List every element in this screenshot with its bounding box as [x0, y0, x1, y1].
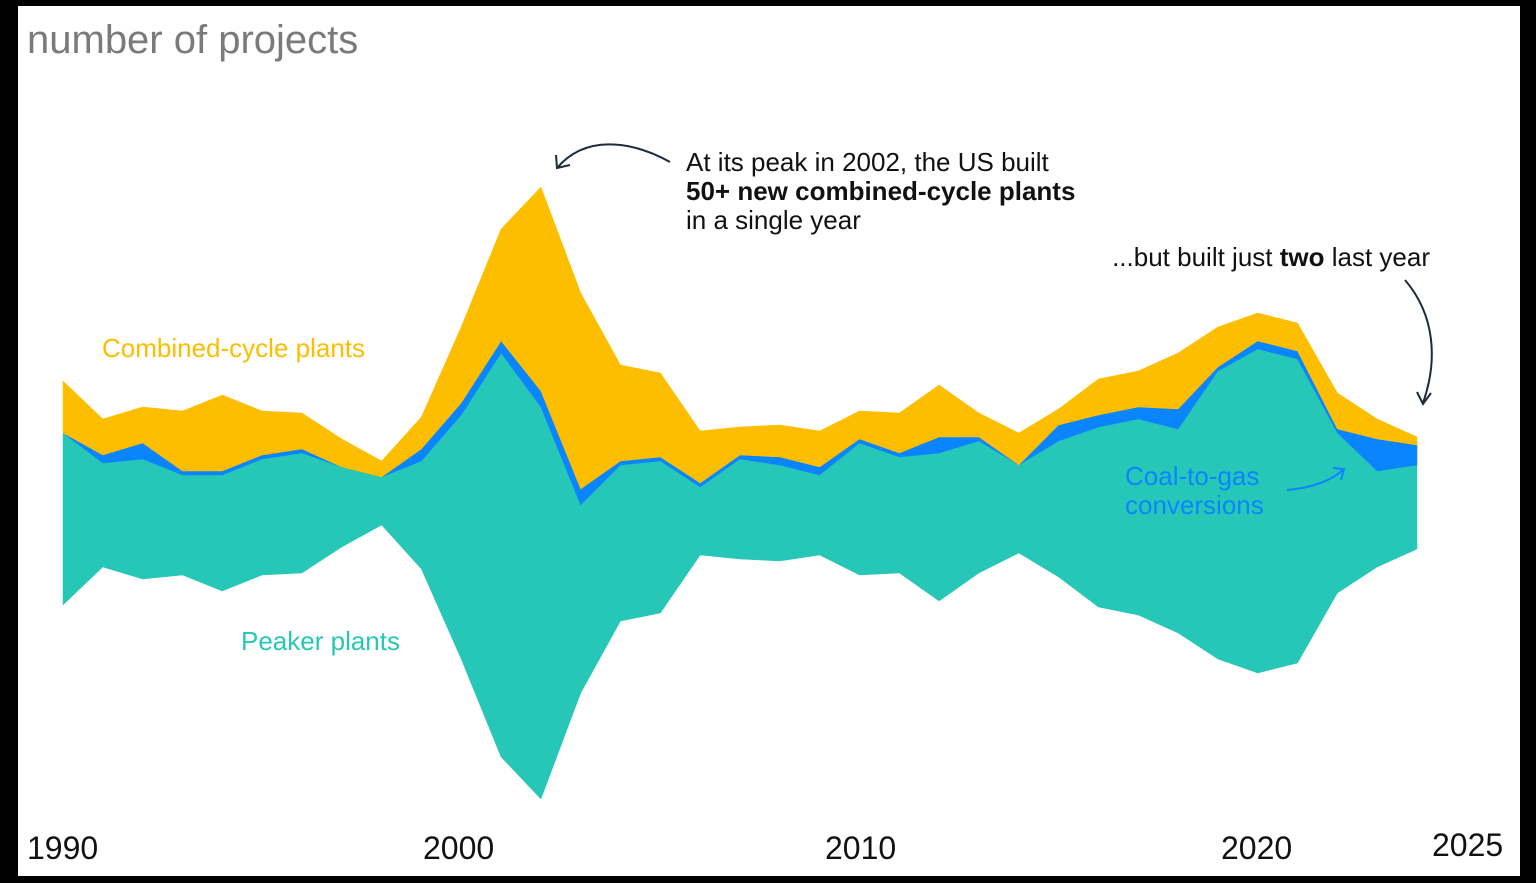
- stream-layer-combined-cycle-plants: [62, 186, 1418, 490]
- peak-annotation-line2: 50+ new combined-cycle plants: [686, 176, 1075, 206]
- peak-annotation-line3: in a single year: [686, 205, 861, 235]
- annotation-bold: two: [1280, 242, 1325, 272]
- last-year-annotation: ...but built just two last year: [1112, 242, 1430, 272]
- coal-arrow-icon: [1286, 468, 1345, 491]
- legend-coal-to-gas: Coal-to-gas conversions: [1125, 461, 1264, 520]
- legend-peaker: Peaker plants: [241, 626, 400, 656]
- legend-coal-line1: Coal-to-gas: [1125, 461, 1259, 491]
- peak-annotation-line1: At its peak in 2002, the US built: [686, 147, 1050, 177]
- x-tick-2010: 2010: [825, 830, 896, 866]
- legend-coal-line2: conversions: [1125, 490, 1264, 520]
- x-tick-2000: 2000: [423, 830, 494, 866]
- x-tick-1990: 1990: [27, 830, 98, 866]
- peak-arrow-icon: [556, 143, 671, 169]
- annotation-pre: ...but built just: [1112, 242, 1280, 272]
- x-tick-2025: 2025: [1432, 827, 1503, 863]
- last-arrowhead-icon: [1416, 391, 1432, 406]
- peak-arrowhead-icon: [555, 154, 571, 170]
- annotation-post: last year: [1325, 242, 1431, 272]
- x-tick-2020: 2020: [1221, 830, 1292, 866]
- y-axis-label: number of projects: [27, 18, 358, 62]
- last-arrow-icon: [1404, 279, 1433, 404]
- coal-arrowhead-icon: [1332, 467, 1346, 481]
- legend-combined-cycle: Combined-cycle plants: [102, 333, 365, 363]
